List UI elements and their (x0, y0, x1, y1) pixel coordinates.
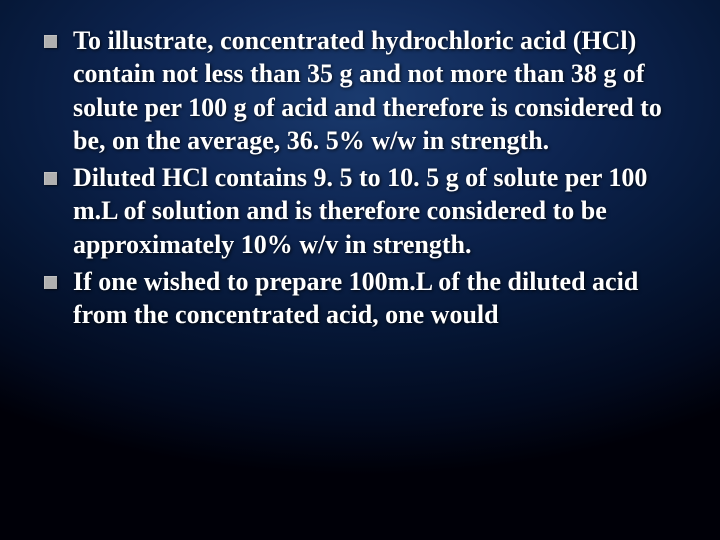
bullet-text: Diluted HCl contains 9. 5 to 10. 5 g of … (73, 161, 676, 261)
list-item: Diluted HCl contains 9. 5 to 10. 5 g of … (44, 161, 676, 261)
square-bullet-icon (44, 172, 57, 185)
bullet-list: To illustrate, concentrated hydrochloric… (44, 24, 676, 331)
bullet-text: To illustrate, concentrated hydrochloric… (73, 24, 676, 157)
list-item: If one wished to prepare 100m.L of the d… (44, 265, 676, 332)
bullet-text: If one wished to prepare 100m.L of the d… (73, 265, 676, 332)
list-item: To illustrate, concentrated hydrochloric… (44, 24, 676, 157)
square-bullet-icon (44, 35, 57, 48)
square-bullet-icon (44, 276, 57, 289)
